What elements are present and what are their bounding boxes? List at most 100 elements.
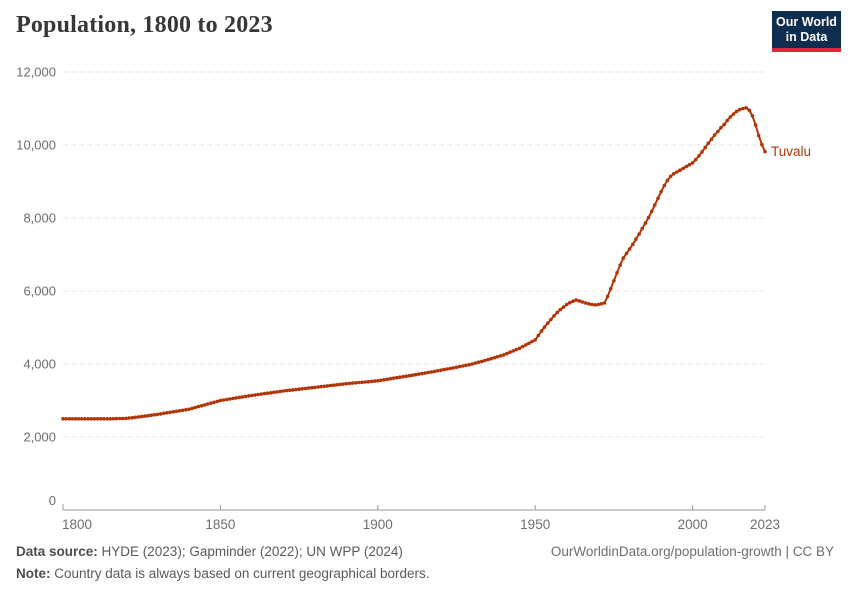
data-point-marker bbox=[464, 363, 468, 368]
data-point-marker bbox=[127, 416, 131, 420]
data-point-marker bbox=[495, 355, 500, 359]
data-point-marker bbox=[517, 346, 522, 351]
data-point-marker bbox=[325, 384, 330, 388]
y-axis-tick-label: 8,000 bbox=[23, 211, 56, 226]
data-point-marker bbox=[473, 361, 478, 365]
population-line-chart[interactable]: 0 2,000 4,000 6,000 8,000 10,000 12,000 1800 185… bbox=[0, 0, 850, 540]
data-point-marker bbox=[407, 373, 412, 378]
data-point-marker bbox=[61, 417, 65, 421]
data-point-marker bbox=[193, 405, 197, 410]
data-point-marker bbox=[357, 380, 361, 385]
data-point-marker bbox=[420, 371, 424, 376]
data-point-marker bbox=[341, 382, 346, 386]
data-point-marker bbox=[253, 393, 257, 397]
data-point-marker bbox=[549, 317, 553, 322]
data-point-marker bbox=[294, 387, 298, 392]
data-point-marker bbox=[492, 355, 497, 360]
owid-logo[interactable]: Our World in Data bbox=[772, 11, 841, 52]
data-point-marker bbox=[209, 401, 213, 405]
data-point-marker bbox=[376, 379, 380, 383]
data-point-marker bbox=[246, 394, 251, 398]
data-point-marker bbox=[501, 353, 506, 357]
data-point-marker bbox=[369, 379, 374, 384]
data-point-marker bbox=[577, 299, 582, 303]
data-point-marker bbox=[416, 372, 421, 376]
data-point-marker bbox=[303, 386, 308, 391]
y-axis-tick-label: 12,000 bbox=[16, 65, 56, 80]
data-point-marker bbox=[624, 251, 629, 256]
data-point-marker bbox=[67, 417, 72, 421]
data-point-marker bbox=[309, 385, 314, 390]
data-point-marker bbox=[379, 378, 383, 383]
data-point-marker bbox=[328, 383, 333, 388]
data-point-marker bbox=[442, 367, 446, 372]
data-point-marker bbox=[546, 321, 550, 325]
data-point-marker bbox=[114, 416, 119, 421]
data-point-marker bbox=[234, 396, 238, 400]
data-point-marker bbox=[608, 287, 613, 291]
data-point-marker bbox=[133, 415, 138, 420]
data-point-marker bbox=[174, 409, 179, 414]
data-point-marker bbox=[130, 415, 135, 420]
data-point-marker bbox=[262, 391, 267, 396]
data-point-marker bbox=[149, 413, 153, 418]
data-point-marker bbox=[237, 395, 242, 400]
data-point-marker bbox=[744, 106, 748, 110]
data-point-marker bbox=[410, 373, 415, 378]
data-point-marker bbox=[297, 387, 301, 392]
data-point-marker bbox=[634, 237, 638, 241]
data-point-marker bbox=[741, 106, 745, 111]
data-point-marker bbox=[486, 357, 490, 362]
data-point-marker bbox=[668, 174, 673, 179]
data-point-marker bbox=[426, 370, 431, 375]
data-point-marker bbox=[719, 126, 723, 130]
entity-label-tuvalu[interactable]: Tuvalu bbox=[771, 144, 811, 159]
data-point-marker bbox=[202, 403, 207, 407]
data-point-marker bbox=[335, 383, 339, 387]
data-point-marker bbox=[99, 417, 103, 421]
data-point-marker bbox=[80, 417, 84, 421]
data-point-marker bbox=[256, 392, 261, 397]
data-point-marker bbox=[530, 339, 534, 344]
data-point-marker bbox=[391, 376, 396, 381]
data-point-marker bbox=[738, 107, 742, 112]
data-point-marker bbox=[240, 395, 245, 399]
data-point-marker bbox=[124, 416, 128, 421]
data-point-marker bbox=[190, 406, 194, 411]
data-point-marker bbox=[590, 302, 594, 307]
data-point-marker bbox=[511, 349, 515, 353]
data-point-marker bbox=[215, 399, 220, 404]
data-point-marker bbox=[206, 402, 210, 406]
data-point-marker bbox=[665, 178, 670, 183]
data-point-marker bbox=[533, 338, 537, 342]
data-point-marker bbox=[70, 417, 75, 421]
data-point-marker bbox=[627, 247, 632, 251]
data-point-marker bbox=[284, 388, 289, 393]
data-point-marker bbox=[653, 203, 657, 207]
data-point-marker bbox=[561, 305, 566, 309]
series-line-tuvalu[interactable] bbox=[63, 106, 766, 420]
data-point-marker bbox=[593, 303, 597, 307]
note-text: Country data is always based on current … bbox=[50, 566, 430, 581]
data-point-marker bbox=[146, 413, 150, 418]
data-point-marker bbox=[643, 221, 648, 225]
data-point-marker bbox=[671, 172, 676, 176]
data-point-marker bbox=[586, 302, 591, 306]
owid-url-link[interactable]: OurWorldinData.org/population-growth | C… bbox=[550, 544, 834, 559]
data-point-marker bbox=[275, 390, 279, 394]
data-point-marker bbox=[413, 372, 418, 377]
data-point-marker bbox=[171, 410, 175, 414]
data-point-marker bbox=[763, 149, 767, 154]
data-source-text: HYDE (2023); Gapminder (2022); UN WPP (2… bbox=[97, 544, 403, 559]
data-point-marker bbox=[83, 417, 87, 421]
data-point-marker bbox=[599, 302, 604, 306]
data-point-marker bbox=[143, 414, 147, 418]
data-point-marker bbox=[524, 343, 528, 347]
data-point-marker bbox=[618, 263, 622, 267]
data-point-marker bbox=[272, 390, 276, 395]
data-point-marker bbox=[394, 375, 399, 380]
data-point-marker bbox=[756, 133, 761, 138]
y-axis-tick-label: 0 bbox=[49, 493, 56, 508]
data-point-marker bbox=[432, 369, 437, 374]
data-point-marker bbox=[331, 383, 336, 388]
